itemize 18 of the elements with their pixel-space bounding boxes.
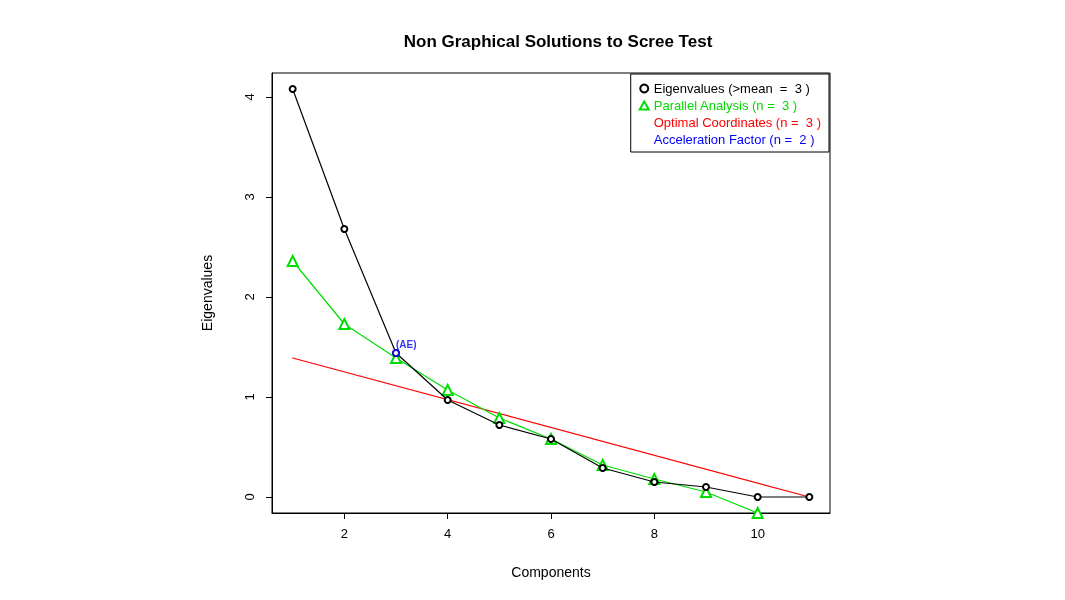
data-label: (AE) — [396, 338, 417, 350]
legend-label: Eigenvalues (>mean = 3 ) — [653, 81, 810, 96]
y-axis-title: Eigenvalues — [199, 254, 215, 332]
x-tick-label: 10 — [750, 526, 765, 541]
legend-label: Parallel Analysis (n = 3 ) — [653, 98, 798, 113]
x-tick-label: 8 — [650, 526, 658, 541]
text: Optimal Coordinates (n = 3 ) — [653, 115, 822, 130]
text: Acceleration Factor (n = 2 ) — [653, 132, 815, 147]
x-axis-title: Components — [511, 564, 591, 580]
x-tick-label: 2 — [340, 526, 348, 541]
y-tick-label: 3 — [242, 193, 257, 201]
y-tick-label: 1 — [242, 393, 257, 401]
y-tick-label: 2 — [242, 293, 257, 301]
y-tick-label: 4 — [242, 93, 257, 101]
x-tick-label: 4 — [444, 526, 452, 541]
chart-title: Non Graphical Solutions to Scree Test — [403, 32, 713, 51]
y-tick-label: 0 — [242, 493, 257, 501]
x-tick-label: 6 — [547, 526, 555, 541]
